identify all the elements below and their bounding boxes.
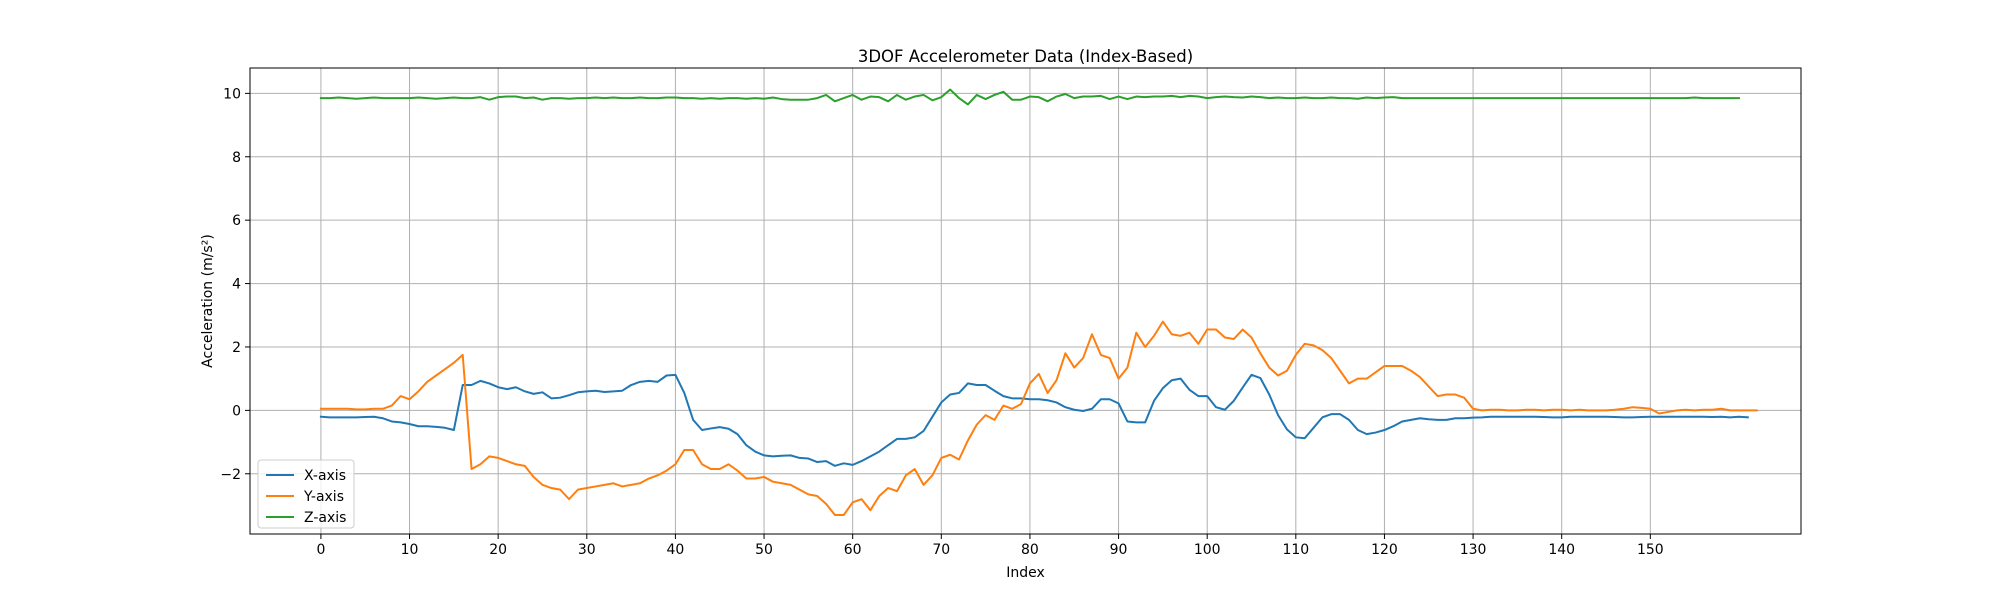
legend: X-axis Y-axis Z-axis [257,459,355,529]
x-tick-label: 30 [578,542,596,558]
grid-lines [250,68,1801,534]
x-tick-label: 0 [316,542,325,558]
legend-box [257,459,355,529]
x-tick-label: 20 [489,542,507,558]
x-tick-label: 100 [1194,542,1221,558]
x-tick-label: 70 [932,542,950,558]
x-tick-label: 10 [401,542,419,558]
series-line-z-axis [319,88,1740,106]
x-axis-label: Index [1006,565,1045,581]
x-tick-label: 120 [1371,542,1398,558]
y-tick-label: 6 [232,213,241,229]
y-axis-label: Acceleration (m/s²) [200,234,216,368]
y-tick-label: −2 [220,467,241,483]
x-tick-label: 80 [1021,542,1039,558]
series-lines [319,88,1758,516]
x-tick-label: 50 [755,542,773,558]
x-tick-label: 90 [1110,542,1128,558]
y-tick-label: 2 [232,340,241,356]
y-tick-label: 10 [223,86,241,102]
axis-ticks: 0 10 20 30 40 50 60 70 80 90 100 110 120 130 140 150 −2 0… [220,86,1663,558]
x-tick-label: 110 [1282,542,1309,558]
x-tick-label: 40 [667,542,685,558]
x-tick-label: 140 [1548,542,1575,558]
y-tick-label: 8 [232,150,241,166]
series-line-x-axis [319,373,1749,467]
series-line-y-axis [319,320,1758,516]
y-tick-label: 0 [232,403,241,419]
legend-label: Z-axis [304,510,346,526]
plot-frame [249,67,1802,535]
chart-title: 3DOF Accelerometer Data (Index-Based) [858,47,1193,66]
legend-label: Y-axis [303,489,344,505]
y-tick-label: 4 [232,277,241,293]
x-tick-label: 130 [1460,542,1487,558]
x-tick-label: 60 [844,542,862,558]
legend-label: X-axis [304,468,346,484]
x-tick-label: 150 [1637,542,1664,558]
